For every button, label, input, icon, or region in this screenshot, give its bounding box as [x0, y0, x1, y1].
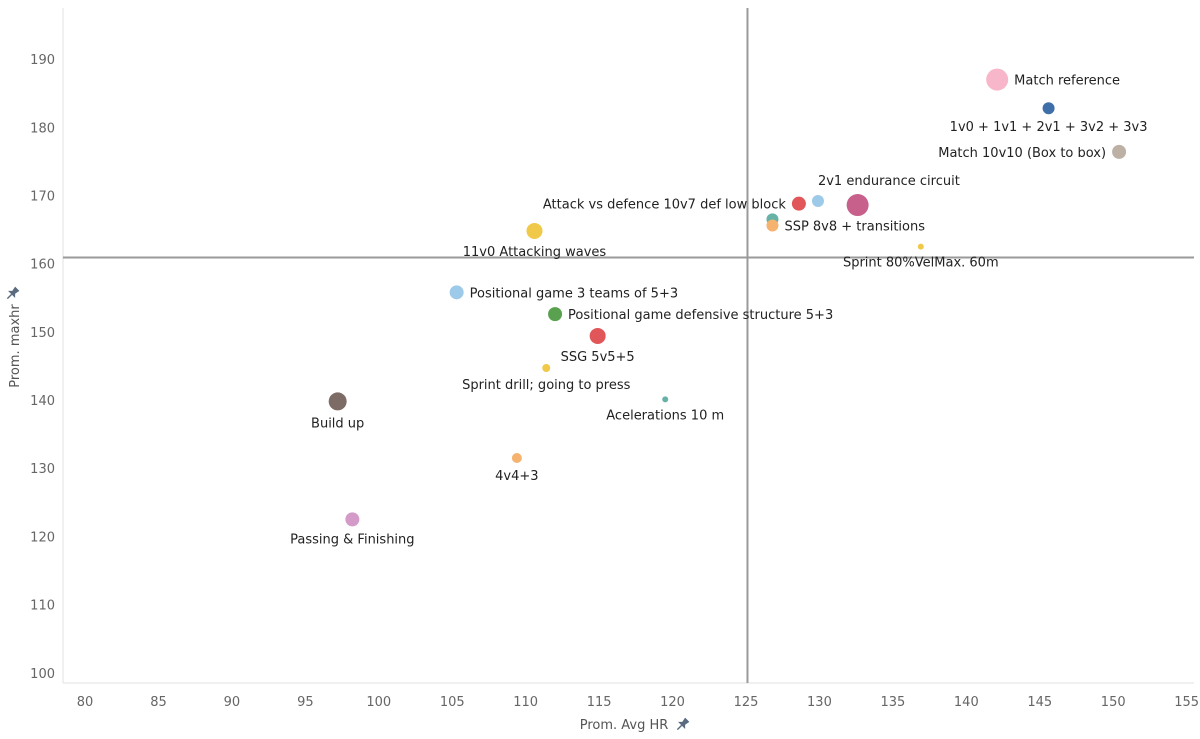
data-point[interactable]	[791, 196, 806, 211]
x-tick-label: 145	[1027, 695, 1052, 710]
point-label: SSG 5v5+5	[561, 350, 635, 365]
x-axis-title: Prom. Avg HR	[580, 718, 669, 733]
data-point[interactable]	[1112, 144, 1127, 159]
x-tick-label: 120	[660, 695, 685, 710]
data-point[interactable]	[526, 222, 543, 239]
y-tick-label: 180	[30, 121, 55, 136]
data-points	[328, 68, 1127, 527]
point-label: Positional game 3 teams of 5+3	[470, 286, 678, 301]
point-labels: Match reference 1v0 + 1v1 + 2v1 + 3v2 + 3…	[290, 74, 1147, 548]
x-tick-label: 135	[880, 695, 905, 710]
y-tick-label: 170	[30, 190, 55, 205]
y-axis-title: Prom. maxhr	[8, 304, 23, 388]
y-tick-label: 190	[30, 53, 55, 68]
x-tick-label: 105	[440, 695, 465, 710]
point-label: Match 10v10 (Box to box)	[938, 146, 1106, 161]
x-axis-pin-icon[interactable]	[674, 716, 691, 733]
x-tick-label: 85	[150, 695, 167, 710]
x-tick-label: 90	[224, 695, 241, 710]
x-tick-label: 125	[734, 695, 759, 710]
x-tick-label: 140	[954, 695, 979, 710]
y-tick-label: 160	[30, 258, 55, 273]
y-tick-label: 140	[30, 394, 55, 409]
y-axis-pin-icon[interactable]	[4, 285, 21, 302]
data-point[interactable]	[589, 327, 606, 344]
y-tick-label: 110	[30, 599, 55, 614]
x-tick-label: 130	[807, 695, 832, 710]
y-tick-label: 150	[30, 326, 55, 341]
data-point[interactable]	[917, 243, 924, 250]
point-label: Match reference	[1014, 74, 1120, 89]
y-tick-label: 120	[30, 530, 55, 545]
x-tick-label: 80	[77, 695, 94, 710]
point-label: Attack vs defence 10v7 def low block	[543, 198, 786, 213]
data-point[interactable]	[328, 392, 347, 411]
point-label: 11v0 Attacking waves	[463, 245, 607, 260]
point-label: SSP 8v8 + transitions	[784, 220, 925, 235]
point-label: 1v0 + 1v1 + 2v1 + 3v2 + 3v3	[950, 120, 1148, 135]
data-point[interactable]	[548, 307, 563, 322]
y-tick-label: 130	[30, 462, 55, 477]
data-point[interactable]	[986, 68, 1009, 91]
point-label: 2v1 endurance circuit	[818, 174, 960, 189]
y-tick-label: 100	[30, 667, 55, 682]
y-tick-labels: 100 110 120 130 140 150 160 170 180 190	[30, 53, 55, 682]
reference-lines	[63, 8, 1194, 683]
data-point[interactable]	[1042, 102, 1055, 115]
data-point[interactable]	[345, 512, 360, 527]
x-tick-label: 155	[1174, 695, 1199, 710]
point-label: Passing & Finishing	[290, 532, 414, 547]
point-label: Sprint drill; going to press	[462, 378, 631, 393]
point-label: Sprint 80%VelMax. 60m	[843, 256, 999, 271]
data-point[interactable]	[846, 194, 869, 217]
data-point[interactable]	[542, 364, 551, 372]
data-point[interactable]	[511, 453, 522, 463]
point-label: Acelerations 10 m	[606, 408, 724, 423]
point-label: Build up	[311, 416, 364, 431]
x-tick-label: 95	[297, 695, 314, 710]
point-label: Positional game defensive structure 5+3	[568, 308, 833, 323]
x-tick-label: 115	[587, 695, 612, 710]
x-tick-label: 100	[366, 695, 391, 710]
data-point[interactable]	[811, 194, 824, 207]
data-point[interactable]	[662, 396, 669, 403]
x-tick-label: 110	[513, 695, 538, 710]
data-point[interactable]	[766, 219, 779, 232]
x-tick-label: 150	[1101, 695, 1126, 710]
x-tick-labels: 80 85 90 95 100 105 110 115 120 125 130 135 140 145 15…	[77, 695, 1199, 710]
point-label: 4v4+3	[495, 469, 538, 484]
data-point[interactable]	[449, 285, 464, 300]
